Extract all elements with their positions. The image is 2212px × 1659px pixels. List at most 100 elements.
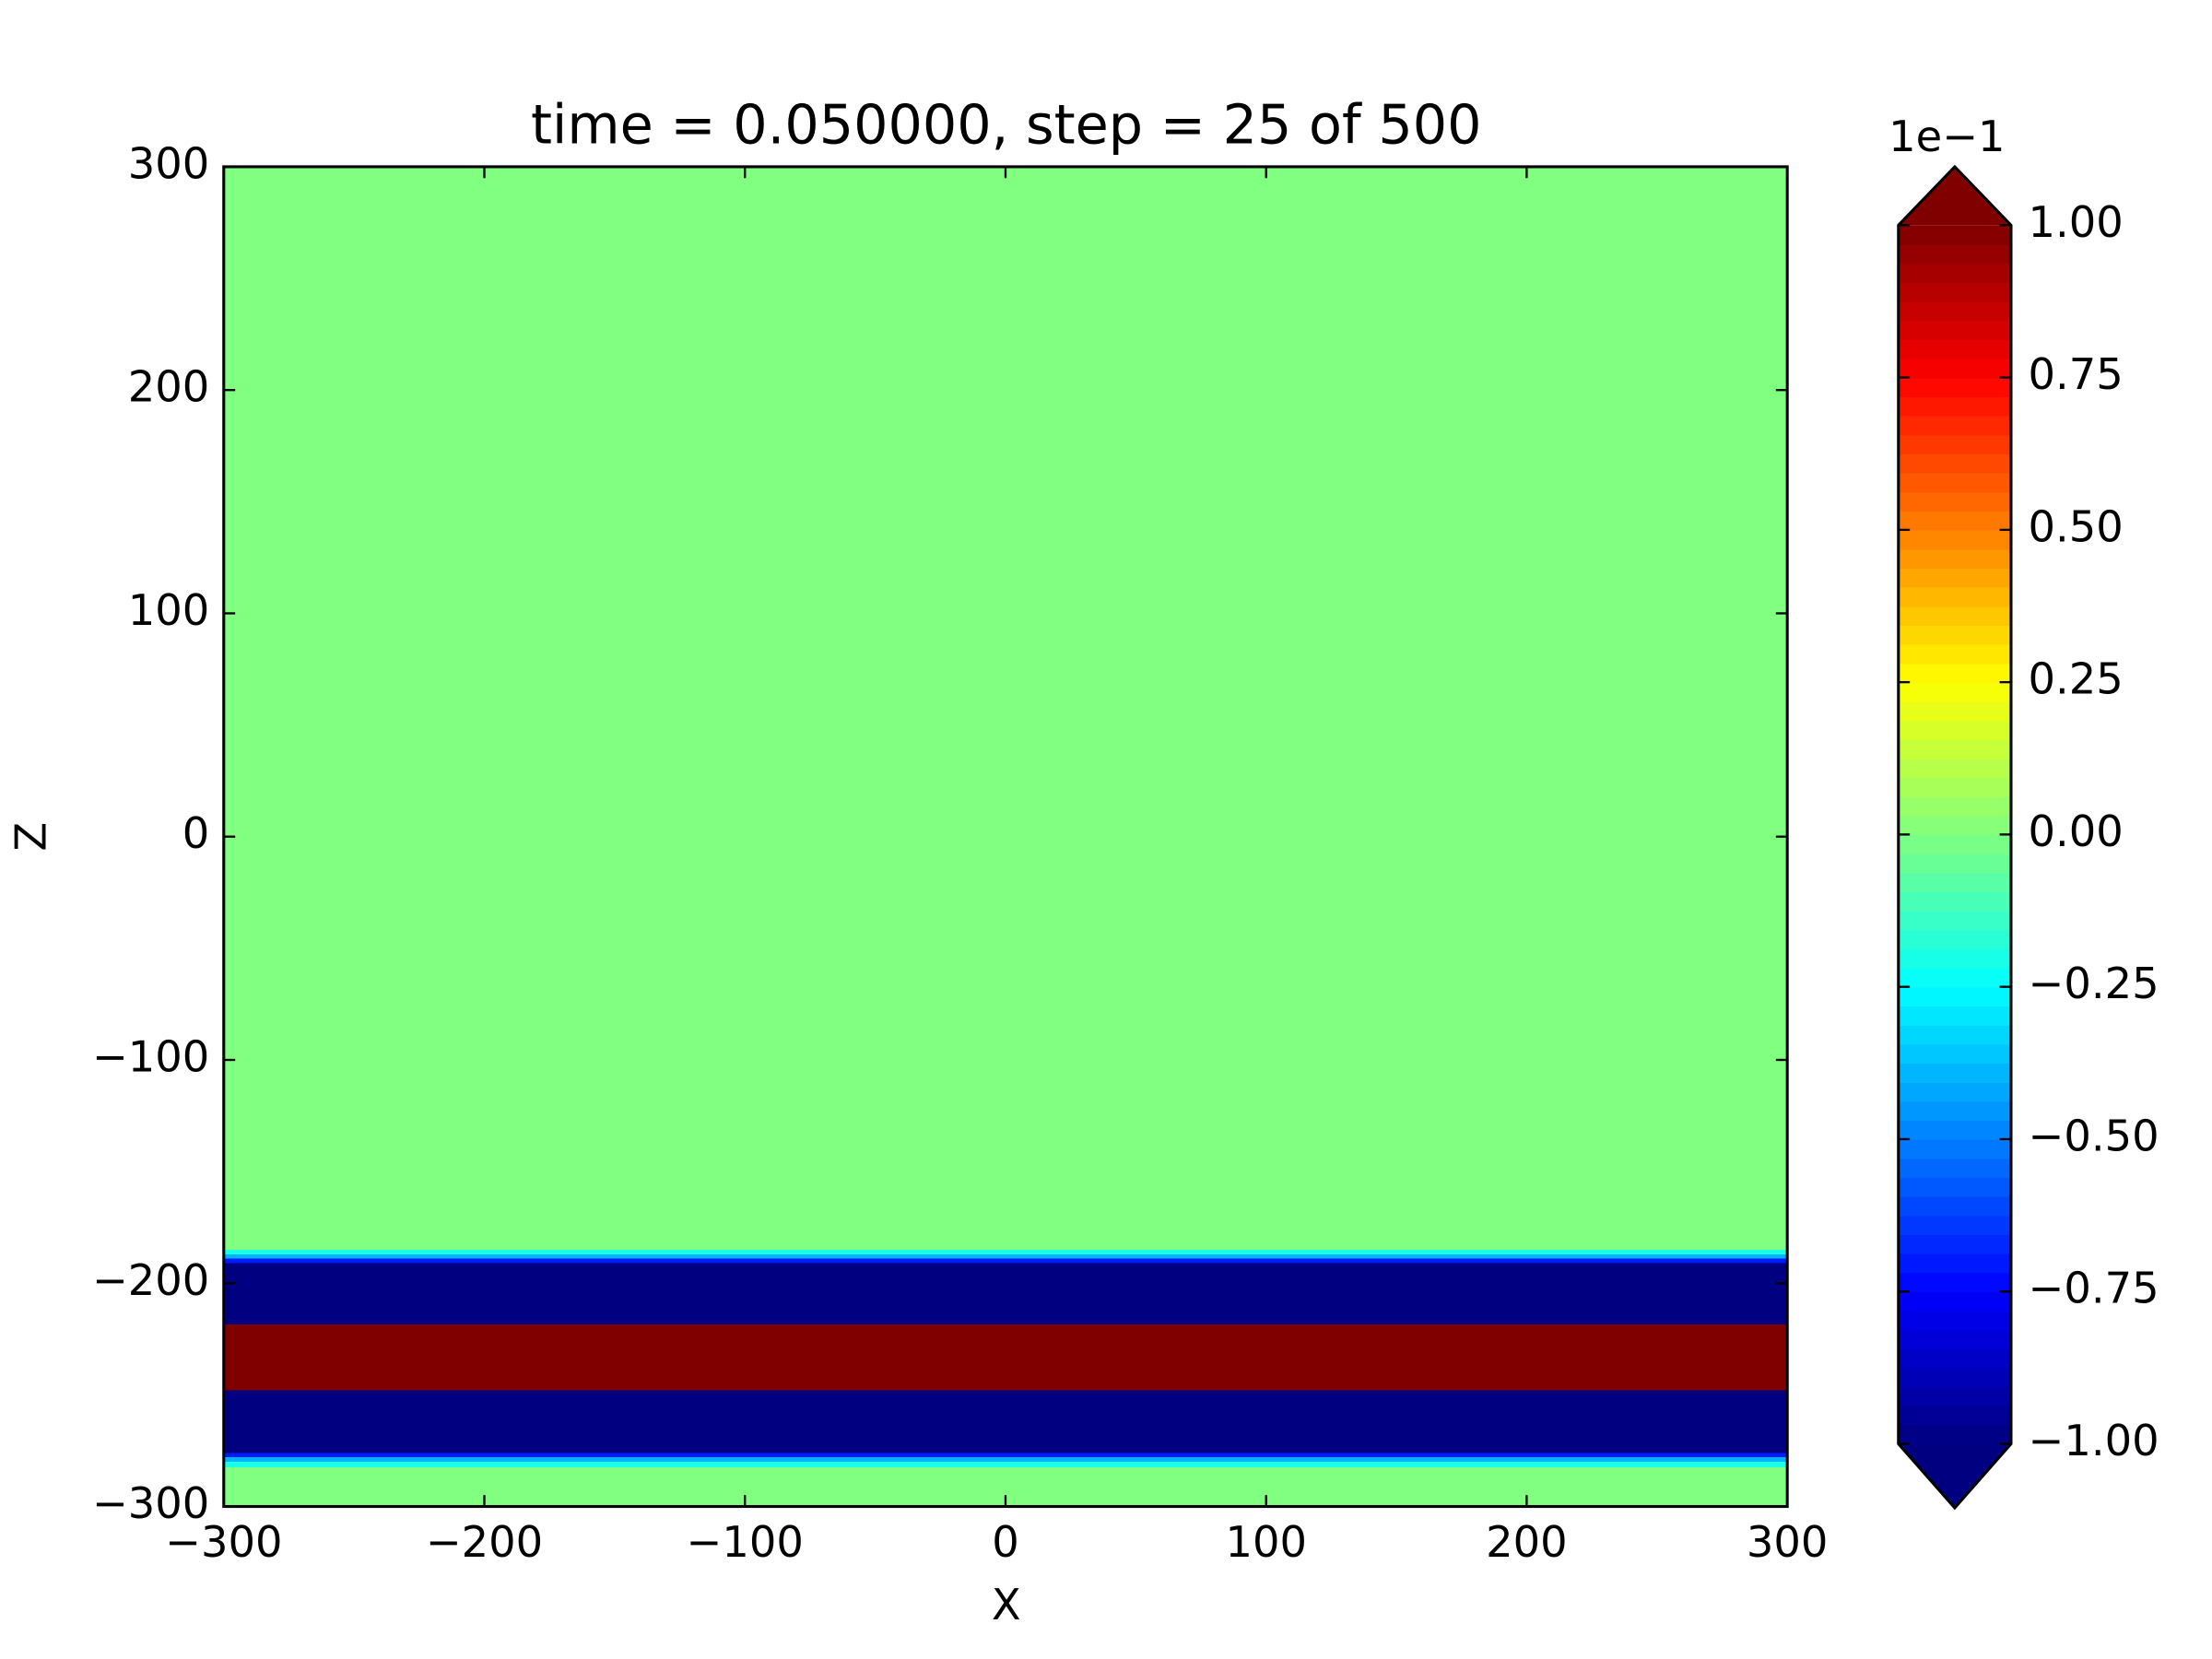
- colorbar-step: [1898, 1120, 2011, 1140]
- field-band: [223, 1356, 1788, 1391]
- colorbar-step: [1898, 300, 2011, 322]
- colorbar-step: [1898, 434, 2011, 455]
- colorbar-tick-label: −1.00: [2029, 1416, 2159, 1465]
- colorbar-step: [1898, 682, 2011, 702]
- x-tick-label: 100: [1225, 1517, 1307, 1567]
- field-band: [223, 707, 1788, 1250]
- colorbar-offset: 1e−1: [1888, 112, 2005, 161]
- colorbar-step: [1898, 968, 2011, 988]
- colorbar-step: [1898, 1081, 2011, 1102]
- colorbar-step: [1898, 415, 2011, 436]
- colorbar-step: [1898, 872, 2011, 893]
- field-band: [223, 1453, 1788, 1458]
- x-axis-label: X: [992, 1580, 1021, 1630]
- colorbar-step: [1898, 891, 2011, 912]
- colorbar-step: [1898, 1215, 2011, 1236]
- colorbar-step: [1898, 606, 2011, 626]
- colorbar-step: [1898, 472, 2011, 493]
- chart-title: time = 0.050000, step = 25 of 500: [531, 92, 1482, 156]
- colorbar-step: [1898, 1367, 2011, 1388]
- colorbar-step: [1898, 511, 2011, 531]
- colorbar-step: [1898, 1291, 2011, 1312]
- colorbar-tick-label: 0.00: [2029, 806, 2124, 856]
- colorbar-step: [1898, 396, 2011, 417]
- colorbar-step: [1898, 643, 2011, 665]
- colorbar-step: [1898, 1158, 2011, 1179]
- colorbar-step: [1898, 739, 2011, 759]
- field-band: [223, 1324, 1788, 1357]
- colorbar-step: [1898, 834, 2011, 854]
- colorbar-step: [1898, 1424, 2011, 1445]
- colorbar-step: [1898, 568, 2011, 588]
- y-tick-label: −300: [92, 1478, 209, 1528]
- colorbar-step: [1898, 815, 2011, 836]
- field-band: [223, 1462, 1788, 1468]
- field-band: [223, 1467, 1788, 1489]
- x-tick-label: 0: [992, 1517, 1019, 1567]
- x-tick-label: −200: [426, 1517, 543, 1567]
- colorbar-tick-label: 0.75: [2029, 349, 2124, 399]
- colorbar-step: [1898, 720, 2011, 740]
- field-band: [223, 1457, 1788, 1463]
- colorbar-step: [1898, 529, 2011, 550]
- colorbar-step: [1898, 358, 2011, 379]
- colorbar: [1897, 164, 2013, 1511]
- y-axis-label: Z: [6, 822, 56, 852]
- colorbar-step: [1898, 663, 2011, 683]
- colorbar-extend-min: [1898, 1443, 2011, 1509]
- colorbar-step: [1898, 1063, 2011, 1083]
- y-tick-label: 0: [182, 808, 210, 858]
- colorbar-step: [1898, 625, 2011, 645]
- field-band: [223, 1253, 1788, 1259]
- colorbar-step: [1898, 1100, 2011, 1122]
- colorbar-step: [1898, 320, 2011, 341]
- colorbar-step: [1898, 225, 2011, 245]
- colorbar-step: [1898, 853, 2011, 874]
- colorbar-tick-label: 1.00: [2029, 197, 2124, 247]
- x-tick-label: −300: [165, 1517, 282, 1567]
- colorbar-tick-label: −0.75: [2029, 1264, 2159, 1313]
- colorbar-step: [1898, 700, 2011, 722]
- colorbar-step: [1898, 1138, 2011, 1159]
- field-band: [223, 1249, 1788, 1254]
- x-tick-label: −100: [687, 1517, 804, 1567]
- colorbar-step: [1898, 929, 2011, 950]
- colorbar-step: [1898, 948, 2011, 969]
- colorbar-step: [1898, 911, 2011, 931]
- colorbar-step: [1898, 491, 2011, 512]
- colorbar-tick-label: −0.25: [2029, 959, 2159, 1008]
- colorbar-step: [1898, 1025, 2011, 1045]
- colorbar-step: [1898, 1043, 2011, 1065]
- field-band: [223, 1263, 1788, 1295]
- x-tick-label: 300: [1747, 1517, 1829, 1567]
- colorbar-step: [1898, 339, 2011, 359]
- colorbar-step: [1898, 758, 2011, 779]
- colorbar-step: [1898, 586, 2011, 607]
- colorbar-step: [1898, 1006, 2011, 1026]
- y-tick-label: −200: [92, 1255, 209, 1305]
- x-tick-label: 200: [1486, 1517, 1568, 1567]
- y-tick-label: −100: [92, 1032, 209, 1082]
- colorbar-tick-label: 0.25: [2029, 654, 2124, 704]
- colorbar-step: [1898, 243, 2011, 265]
- colorbar-step: [1898, 1253, 2011, 1274]
- colorbar-step: [1898, 263, 2011, 284]
- colorbar-step: [1898, 1386, 2011, 1406]
- colorbar-step: [1898, 377, 2011, 398]
- colorbar-tick-label: −0.50: [2029, 1111, 2159, 1160]
- colorbar-step: [1898, 986, 2011, 1007]
- field-band: [223, 1258, 1788, 1264]
- y-tick-label: 100: [128, 585, 210, 635]
- colorbar-tick-label: 0.50: [2029, 501, 2124, 551]
- y-tick-label: 300: [128, 138, 210, 188]
- colorbar-extend-max: [1898, 166, 2011, 226]
- colorbar-step: [1898, 1310, 2011, 1331]
- colorbar-step: [1898, 1195, 2011, 1217]
- field-band: [223, 166, 1788, 708]
- colorbar-step: [1898, 548, 2011, 569]
- colorbar-step: [1898, 1234, 2011, 1254]
- colorbar-step: [1898, 1272, 2011, 1292]
- field-band: [223, 1390, 1788, 1423]
- field-band: [223, 1422, 1788, 1453]
